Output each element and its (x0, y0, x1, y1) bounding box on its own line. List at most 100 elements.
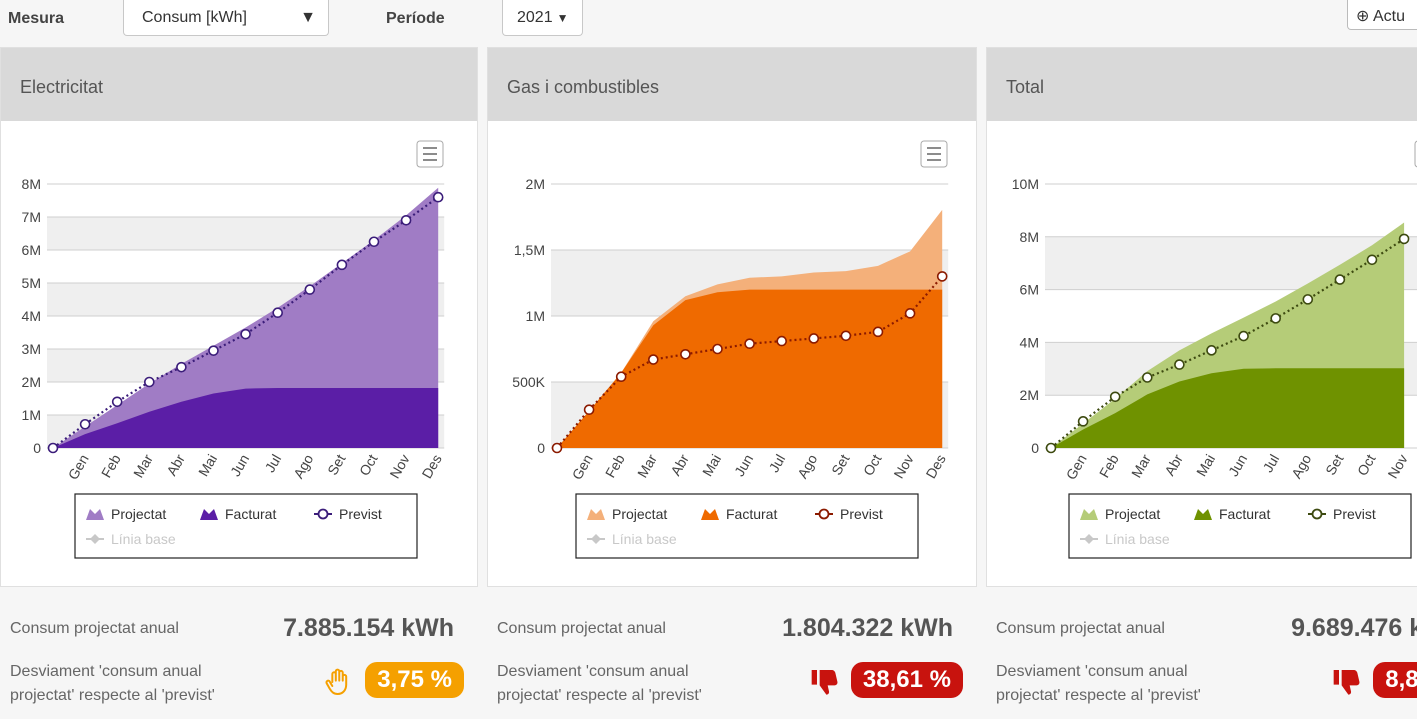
legend-label: Facturat (1219, 506, 1270, 522)
x-tick-label: Gen (1063, 452, 1090, 483)
marker (840, 330, 852, 342)
x-tick-label: Mai (699, 452, 724, 480)
x-tick-label: Feb (602, 451, 628, 480)
marker (272, 307, 284, 318)
marker (872, 326, 884, 338)
x-tick-label: Mar (634, 451, 660, 480)
legend-item[interactable]: Projectat (1080, 506, 1160, 522)
legend-item[interactable]: Projectat (86, 506, 166, 522)
marker (1142, 372, 1153, 383)
legend-icon (1080, 509, 1098, 520)
x-tick-label: Set (828, 451, 852, 477)
marker (615, 371, 627, 383)
y-tick-label: 8M (1020, 229, 1039, 245)
legend-icon (1311, 508, 1323, 520)
legend-icon (86, 509, 104, 520)
legend-item[interactable]: Línia base (1080, 531, 1170, 547)
deviation-label: Desviament 'consum anual projectat' resp… (497, 663, 702, 704)
x-tick-label: Gen (569, 452, 596, 483)
y-tick-label: 6M (22, 242, 41, 258)
x-tick-label: Feb (1096, 451, 1122, 480)
legend-item[interactable]: Línia base (86, 531, 176, 547)
chart-menu-button[interactable] (416, 140, 444, 168)
x-tick-label: Mai (195, 452, 220, 480)
marker (1109, 391, 1121, 403)
stat-label: Consum projectat anual (10, 620, 179, 637)
marker (79, 418, 91, 430)
legend-label: Facturat (225, 506, 276, 522)
marker (47, 442, 59, 454)
measure-select[interactable]: Consum [kWh] ▼ (123, 0, 329, 36)
legend-label: Projectat (612, 506, 667, 522)
legend-item[interactable]: Facturat (701, 506, 777, 522)
measure-label: Mesura (8, 10, 65, 27)
x-tick-label: Mar (130, 451, 156, 480)
period-select[interactable]: 2021 ▼ (502, 0, 583, 36)
legend-label: Línia base (111, 531, 176, 547)
x-tick-label: Jun (1225, 452, 1250, 480)
x-tick-label: Jun (731, 452, 756, 480)
refresh-icon: ⊕ (1356, 8, 1370, 25)
stat-value: 1.804.322 kWh (782, 614, 953, 642)
thumb-down-icon (811, 670, 838, 695)
x-tick-label: Oct (860, 451, 885, 478)
legend-icon (1084, 534, 1094, 544)
legend-label: Projectat (111, 506, 166, 522)
stats-block: Consum projectat anual 1.804.322 kWh Desvi… (487, 600, 977, 719)
x-tick-label: Set (324, 451, 348, 477)
measure-value: Consum [kWh] (142, 9, 247, 26)
legend-icon (90, 534, 100, 544)
y-tick-label: 2M (526, 176, 545, 192)
legend-icon (200, 509, 218, 520)
marker (1206, 345, 1217, 356)
legend-label: Previst (339, 506, 382, 522)
y-tick-label: 6M (1020, 282, 1039, 298)
legend-box (575, 493, 919, 559)
chart-menu-button[interactable] (920, 140, 948, 168)
y-tick-label: 0 (1031, 440, 1039, 456)
legend-label: Projectat (1105, 506, 1160, 522)
marker (1398, 233, 1410, 245)
y-tick-label: 2M (22, 374, 41, 390)
legend-label: Línia base (612, 531, 677, 547)
thumb-down-icon (1333, 670, 1360, 695)
refresh-button[interactable]: ⊕ Actu (1347, 0, 1417, 30)
chart: 0 1M 2M 3M 4M 5M 6M 7M 8M Gen Feb Mar Abr Mai Jun Jul Ag… (22, 140, 445, 559)
chart-panel: Gas i combustibles 0 500K 1M 1,5M 2M Gen Feb Mar… (487, 47, 977, 587)
marker (111, 396, 123, 408)
y-tick-label: 4M (22, 308, 41, 324)
legend-item[interactable]: Projectat (587, 506, 667, 522)
dropdown-arrow: ▼ (556, 11, 569, 25)
marker (400, 215, 412, 226)
legend-label: Previst (1333, 506, 1376, 522)
legend-item[interactable]: Previst (314, 506, 382, 522)
y-tick-label: 2M (1020, 387, 1039, 403)
stat-value: 9.689.476 kWh (1291, 614, 1417, 642)
marker (808, 333, 820, 344)
x-tick-label: Mar (1128, 451, 1154, 480)
legend-item[interactable]: Línia base (587, 531, 677, 547)
marker (744, 338, 755, 350)
legend-icon (317, 508, 329, 520)
marker (1334, 274, 1346, 285)
legend-item[interactable]: Previst (815, 506, 883, 522)
panel-title: Total (987, 48, 1417, 121)
marker (144, 376, 155, 388)
legend-item[interactable]: Facturat (1194, 506, 1270, 522)
x-tick-label: Jul (1259, 452, 1282, 476)
deviation-badge: 38,61 % (850, 662, 963, 698)
y-tick-label: 500K (512, 374, 545, 390)
chart-panel: Electricitat 0 1M 2M 3M 4M 5M 6M 7M 8M Gen Feb Mar Ab… (0, 47, 478, 587)
chart-panel: Total 0 2M 4M 6M 8M 10M Gen Feb Mar Abr Mai Jun Jul Ag… (986, 47, 1417, 587)
marker (1366, 254, 1378, 266)
marker (936, 271, 948, 282)
y-tick-label: 0 (33, 440, 41, 456)
dropdown-arrow: ▼ (300, 9, 316, 26)
marker (336, 259, 348, 271)
area (1051, 368, 1405, 448)
legend-item[interactable]: Facturat (200, 506, 276, 522)
panel-title: Electricitat (1, 48, 477, 121)
marker (432, 191, 444, 203)
legend-item[interactable]: Previst (1308, 506, 1376, 522)
